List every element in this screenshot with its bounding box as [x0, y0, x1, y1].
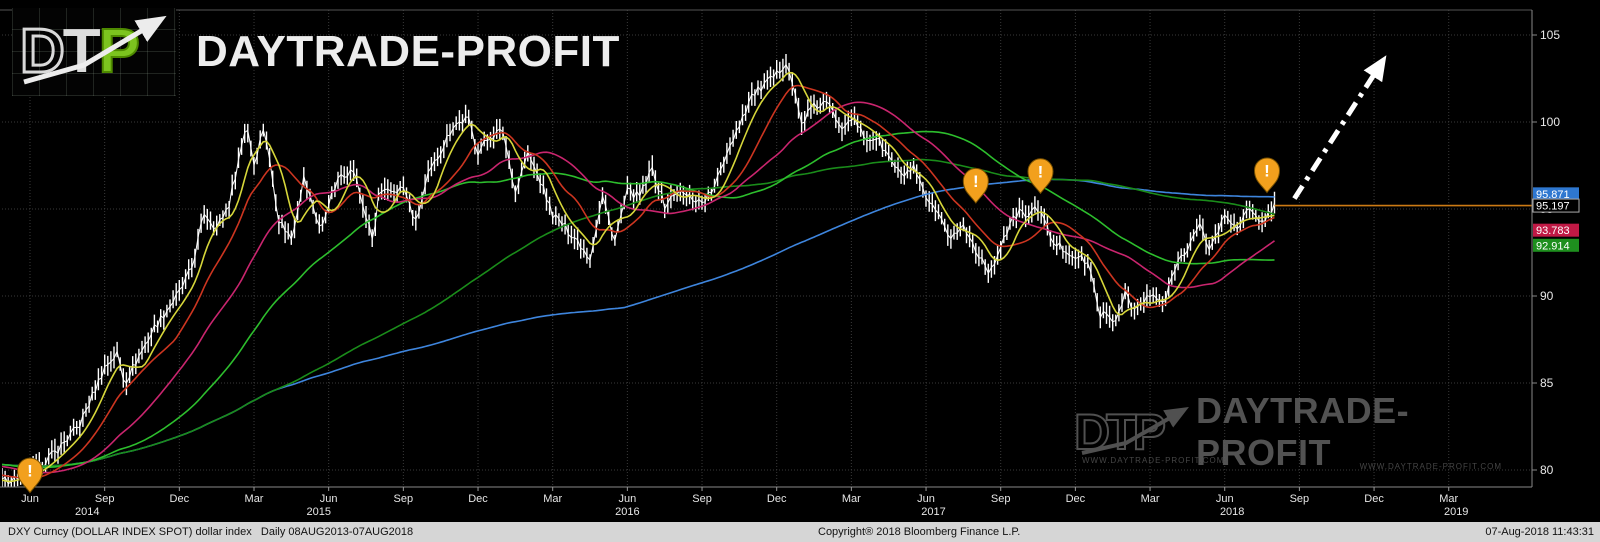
x-axis-month-label: Jun	[21, 493, 39, 505]
alert-pin-marker: !	[962, 167, 989, 204]
y-axis-tick-label: 105	[1540, 28, 1560, 42]
logo-arrow-icon	[23, 15, 167, 85]
alert-pin-marker: !	[1253, 157, 1281, 194]
x-axis-month-label: Jun	[1216, 493, 1234, 505]
logo-letter-t: T	[62, 17, 101, 86]
x-axis-month-label: Jun	[618, 493, 636, 505]
x-axis-month-label: Sep	[692, 493, 712, 505]
axis-price-label-95.197: 95.197	[1532, 198, 1580, 213]
logo-wordmark: DAYTRADE-PROFIT	[196, 27, 620, 76]
watermark-url-2: WWW.DAYTRADE-PROFIT.COM	[1359, 462, 1502, 471]
svg-text:95.871: 95.871	[1536, 189, 1570, 201]
axis-price-label-95.871: 95.871	[1533, 187, 1579, 201]
y-axis-tick-label: 80	[1540, 463, 1554, 477]
x-axis-labels: Jun Sep Dec Mar Jun Sep Dec Mar Jun Sep Dec Mar Jun S…	[21, 487, 1468, 518]
x-axis-year-label: 2015	[306, 506, 330, 518]
price-line	[2, 63, 1275, 485]
timestamp: 07-Aug-2018 11:43:31	[1485, 526, 1594, 538]
x-axis-month-label: Dec	[170, 493, 190, 505]
x-axis-year-label: 2017	[921, 506, 945, 518]
ma-line-yellow	[2, 71, 1275, 483]
x-axis-month-label: Dec	[1364, 493, 1384, 505]
svg-text:95.197: 95.197	[1536, 201, 1570, 213]
copyright-text: Copyright® 2018 Bloomberg Finance L.P.	[818, 526, 1021, 538]
x-axis-month-label: Sep	[991, 493, 1011, 505]
x-axis-month-label: Jun	[320, 493, 338, 505]
instrument-description: DXY Curncy (DOLLAR INDEX SPOT) dollar in…	[8, 526, 414, 538]
alert-pin-marker: !	[16, 457, 44, 494]
x-axis-month-label: Mar	[842, 493, 861, 505]
x-axis-month-label: Mar	[1141, 493, 1160, 505]
watermark-dtp-mark: DTP	[1073, 401, 1189, 463]
chart-grid	[2, 10, 1532, 487]
x-axis-year-label: 2019	[1444, 506, 1468, 518]
x-axis-month-label: Dec	[767, 493, 787, 505]
svg-text:!: !	[1038, 162, 1044, 181]
x-axis-month-label: Jun	[917, 493, 935, 505]
trend-arrow	[1292, 55, 1387, 200]
svg-text:!: !	[1264, 162, 1270, 181]
y-axis-tick-label: 85	[1540, 376, 1554, 390]
x-axis-month-label: Mar	[1439, 493, 1458, 505]
x-axis-month-label: Dec	[1066, 493, 1086, 505]
ma-line-dark-green	[2, 158, 1275, 467]
daytrade-profit-logo: D T P DAYTRADE-PROFIT	[12, 8, 620, 96]
x-axis-year-label: 2014	[75, 506, 99, 518]
x-axis-month-label: Sep	[394, 493, 414, 505]
x-axis-month-label: Mar	[245, 493, 264, 505]
alert-pin-marker: !	[1027, 158, 1054, 195]
x-axis-year-label: 2018	[1220, 506, 1244, 518]
watermark-url: WWW.DAYTRADE-PROFIT.COM	[1082, 456, 1225, 465]
watermark-arrow-icon	[1081, 407, 1189, 455]
y-axis-tick-label: 100	[1540, 115, 1560, 129]
ma-line-green	[2, 130, 1275, 469]
svg-text:93.783: 93.783	[1536, 225, 1570, 237]
svg-text:92.914: 92.914	[1536, 240, 1570, 252]
x-axis-month-label: Sep	[95, 493, 115, 505]
watermark-row: DTP DAYTRADE-PROFIT	[1073, 390, 1504, 474]
status-bar: DXY Curncy (DOLLAR INDEX SPOT) dollar in…	[0, 522, 1600, 542]
ma-line-red	[2, 84, 1275, 479]
x-axis-month-label: Sep	[1290, 493, 1310, 505]
x-axis-month-label: Mar	[543, 493, 562, 505]
axis-price-label-93.783: 93.783	[1533, 223, 1579, 237]
y-axis-tick-label: 90	[1540, 289, 1554, 303]
dtp-logo-mark: D T P	[12, 8, 176, 96]
axis-price-label-92.914: 92.914	[1533, 238, 1579, 252]
x-axis-month-label: Dec	[468, 493, 488, 505]
watermark-wordmark: DAYTRADE-PROFIT	[1195, 390, 1410, 473]
watermark: DTP DAYTRADE-PROFIT WWW.DAYTRADE-PROFIT.…	[1073, 390, 1504, 478]
svg-text:!: !	[973, 172, 979, 191]
y-axis-labels: 10510095908580	[1532, 28, 1560, 477]
svg-text:!: !	[27, 462, 33, 481]
x-axis-year-label: 2016	[615, 506, 639, 518]
